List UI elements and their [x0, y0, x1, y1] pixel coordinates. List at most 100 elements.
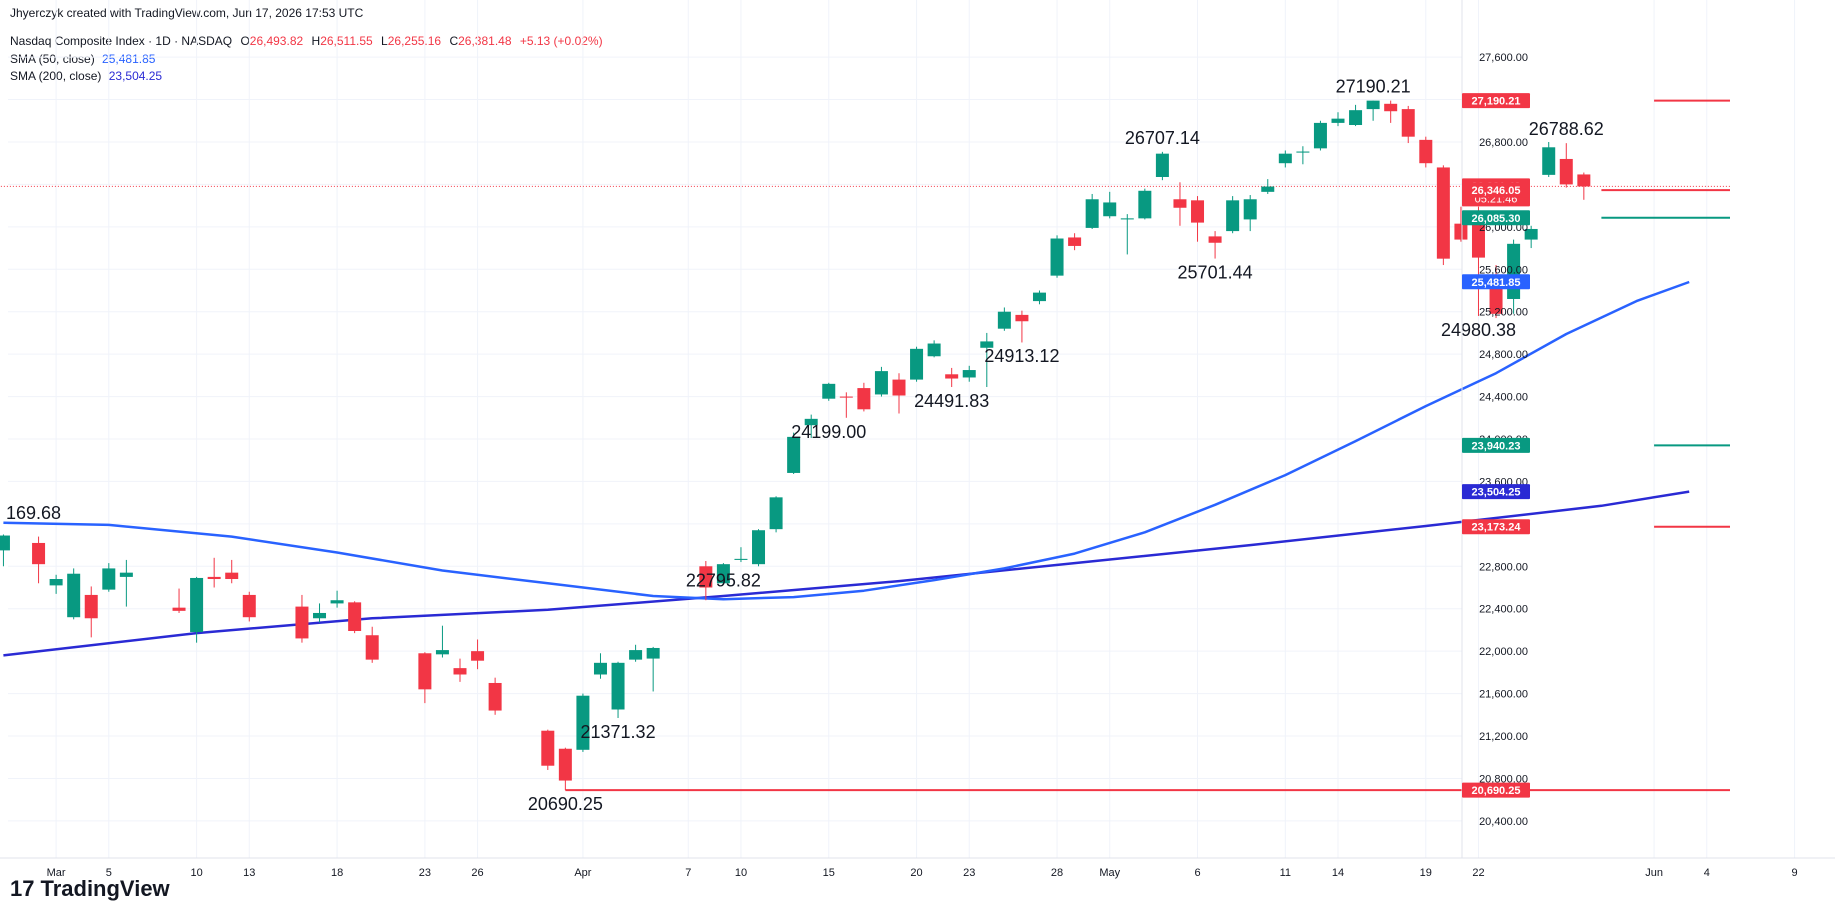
- x-tick-label: 22: [1472, 867, 1484, 879]
- candle-body: [769, 497, 783, 530]
- candle-body: [611, 662, 625, 710]
- candle-body: [190, 577, 204, 633]
- y-tick-label: 22,000.00: [1479, 646, 1528, 658]
- price-tag-bg: [1462, 437, 1530, 453]
- candle-body: [435, 650, 449, 655]
- tradingview-logo[interactable]: 17 TradingView: [10, 876, 170, 902]
- price-tag-label: 26,346.05: [1472, 185, 1521, 197]
- y-tick-label: 25,600.00: [1479, 264, 1528, 276]
- price-tag-bg: [1462, 210, 1530, 226]
- time-axis[interactable]: Mar 5 10 13 18 23 26 Apr 7 10 15 20 23 28 May 6 11 14 19 22…: [0, 857, 1835, 879]
- x-tick-label: 19: [1420, 867, 1432, 879]
- candle-body: [1261, 186, 1275, 192]
- y-tick-label: 26,800.00: [1479, 137, 1528, 149]
- moving-averages: [3, 280, 1690, 657]
- candle-body: [1138, 190, 1152, 219]
- candle-body: [874, 371, 888, 395]
- y-tick-label: 27,600.00: [1479, 52, 1528, 64]
- x-tick-label: 11: [1280, 867, 1291, 879]
- candle-body: [716, 564, 730, 584]
- x-tick-label: Jun: [1645, 867, 1663, 879]
- y-tick-label: 21,600.00: [1479, 689, 1528, 701]
- candle-body: [1173, 199, 1187, 208]
- candle-body: [1068, 237, 1082, 246]
- candle-body: [172, 607, 186, 611]
- candle-body: [330, 600, 344, 604]
- candle-body: [1296, 151, 1310, 153]
- candle-body: [1331, 118, 1345, 123]
- price-tag-label: 26,085.30: [1472, 213, 1521, 225]
- y-tick-label: 24,400.00: [1479, 392, 1528, 404]
- candle-body: [102, 568, 116, 590]
- x-tick-label: 18: [331, 867, 343, 879]
- low-label: L: [381, 34, 388, 48]
- price-tag-bg: [1462, 782, 1530, 798]
- sma50-legend[interactable]: SMA (50, close) 25,481.85: [10, 52, 155, 66]
- price-annotation: 26788.62: [1529, 119, 1604, 139]
- candle-body: [1155, 153, 1169, 177]
- candle-body: [576, 695, 590, 750]
- x-tick-label: Apr: [574, 867, 591, 879]
- candle-body: [1120, 218, 1134, 220]
- candle-body: [119, 572, 133, 577]
- candle-body: [558, 748, 572, 781]
- candles: [0, 100, 1591, 791]
- x-tick-label: 9: [1791, 867, 1797, 879]
- candle-body: [1103, 202, 1117, 217]
- candle-body: [1313, 122, 1327, 149]
- candle-body: [804, 418, 818, 426]
- price-tag-bg: [1462, 484, 1530, 500]
- price-tags: 27,190.2126,381.4805:21:4626,346.0526,08…: [1462, 93, 1530, 798]
- change-value: +5.13 (+0.02%): [519, 34, 603, 48]
- price-annotation: 26707.14: [1125, 128, 1200, 148]
- x-tick-label: 5: [106, 867, 112, 879]
- candle-body: [629, 650, 643, 660]
- candle-body: [225, 572, 239, 580]
- candle-body: [1349, 110, 1363, 126]
- price-annotation: 24199.00: [791, 422, 866, 442]
- candle-body: [348, 602, 362, 631]
- chart-credit: Jhyerczyk created with TradingView.com, …: [10, 6, 364, 20]
- price-annotation: 169.68: [6, 503, 61, 523]
- tv-brand: TradingView: [40, 876, 170, 901]
- candle-body: [313, 612, 327, 619]
- price-axis[interactable]: 20,400.00 20,800.00 21,200.00 21,600.00 22,0…: [1461, 0, 1528, 858]
- price-tag-bg: [1462, 519, 1530, 535]
- sma50-label: SMA (50, close): [10, 52, 95, 66]
- candle-body: [541, 730, 555, 766]
- price-tag-label: 23,940.23: [1472, 440, 1521, 452]
- close-label: C: [449, 34, 459, 48]
- candle-body: [1559, 158, 1573, 185]
- price-tag-label: 23,173.24: [1472, 522, 1522, 534]
- candle-body: [927, 343, 941, 357]
- candle-body: [734, 558, 748, 560]
- price-annotation: 22795.82: [686, 571, 761, 591]
- candle-body: [1226, 200, 1240, 232]
- ohlc-legend[interactable]: Nasdaq Composite Index · 1D · NASDAQ O26…: [10, 34, 603, 48]
- candle-body: [418, 653, 432, 690]
- candle-body: [1050, 238, 1064, 276]
- candle-body: [593, 662, 607, 675]
- candle-body: [839, 396, 853, 398]
- candle-body: [787, 436, 801, 473]
- high-label: H: [311, 34, 321, 48]
- y-tick-label: 21,200.00: [1479, 731, 1528, 743]
- price-tag-label: 27,190.21: [1472, 96, 1521, 108]
- candle-body: [910, 348, 924, 380]
- price-annotation: 27190.21: [1336, 77, 1411, 97]
- price-tag-label: 23,504.25: [1472, 487, 1521, 499]
- candle-body: [0, 535, 10, 551]
- price-tag-label: 25,481.85: [1472, 277, 1521, 289]
- horizontal-lines: [0, 99, 1730, 792]
- x-tick-label: 10: [190, 867, 202, 879]
- candle-body: [1419, 139, 1433, 164]
- candle-body: [1191, 200, 1205, 223]
- sma50-value: 25,481.85: [102, 52, 156, 66]
- candle-body: [84, 594, 98, 619]
- sma200-line: [3, 490, 1690, 657]
- candle-body: [962, 370, 976, 378]
- candle-body: [1278, 153, 1292, 164]
- x-tick-label: 26: [471, 867, 483, 879]
- candle-body: [1542, 147, 1556, 175]
